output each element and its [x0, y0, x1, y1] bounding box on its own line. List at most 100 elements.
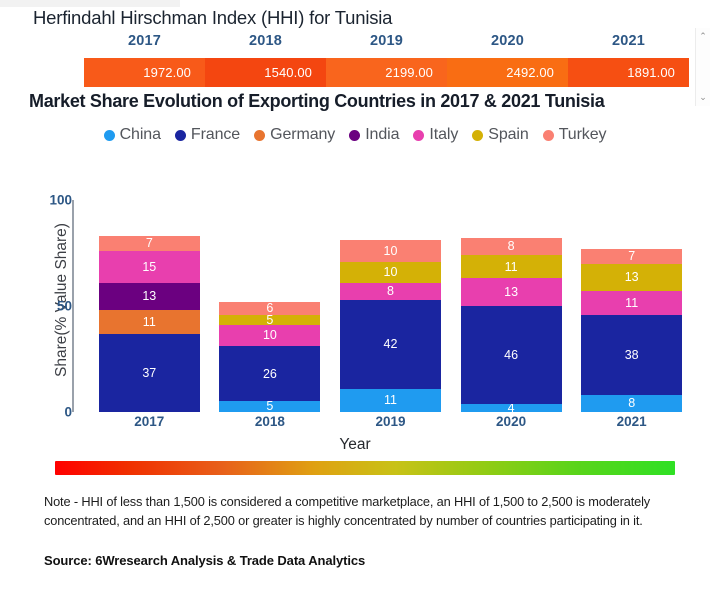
hhi-value-cell: 1540.00	[205, 58, 326, 87]
bar-column: 37 11 13 15 7	[89, 150, 210, 412]
bar-segment[interactable]: 37	[98, 333, 200, 412]
hhi-value-cell: 1891.00	[568, 58, 689, 87]
plot-area: Share(% Value Share) 0 50 100 37 11 13 15 7 5 26…	[0, 150, 710, 453]
bar-segment[interactable]: 5	[219, 401, 321, 412]
bar-column: 11 42 8 10 10	[330, 150, 451, 412]
bar-segment[interactable]: 7	[98, 236, 200, 251]
bar-segment[interactable]: 8	[460, 238, 562, 256]
legend-item-spain[interactable]: Spain	[472, 126, 529, 144]
y-axis-line	[72, 200, 74, 412]
bar-group: 37 11 13 15 7 5 26 10 5 6 11 42 8 10 10 4 46 13 11 8 8 38 11 13…	[89, 150, 692, 412]
bar-segment[interactable]: 11	[98, 310, 200, 334]
scroll-down-icon[interactable]: ⌄	[699, 92, 707, 102]
chart-legend: China France Germany India Italy Spain Turkey	[0, 126, 710, 144]
bar-segment-value: 26	[262, 366, 277, 381]
bar-segment[interactable]: 13	[581, 263, 683, 292]
bar-segment-value: 11	[625, 295, 639, 310]
hhi-year-label: 2017	[127, 33, 162, 49]
bar-segment[interactable]: 8	[581, 395, 683, 412]
bar-segment[interactable]: 11	[460, 255, 562, 279]
bar-segment[interactable]: 38	[581, 314, 683, 396]
bar-segment-value: 8	[387, 283, 394, 298]
hhi-title: Herfindahl Hirschman Index (HHI) for Tun…	[33, 7, 393, 28]
hhi-value-cell: 2492.00	[447, 58, 568, 87]
hhi-value-cell: 1972.00	[84, 58, 205, 87]
legend-item-germany[interactable]: Germany	[254, 126, 335, 144]
bar-segment-value: 42	[383, 336, 398, 351]
bar-segment-value: 10	[383, 264, 398, 279]
legend-label: Turkey	[558, 126, 607, 143]
legend-label: Italy	[429, 126, 459, 143]
bar-segment[interactable]: 8	[339, 282, 441, 300]
bar-segment-value: 7	[628, 248, 636, 263]
legend-item-france[interactable]: France	[174, 126, 241, 144]
bar-segment-value: 13	[142, 289, 157, 304]
hhi-value-strip: 1972.00 1540.00 2199.00 2492.00 1891.00	[84, 58, 689, 87]
y-tick-label: 0	[64, 404, 72, 420]
legend-item-china[interactable]: China	[103, 126, 161, 144]
legend-swatch-icon	[349, 129, 361, 141]
bar-segment[interactable]: 46	[460, 306, 562, 404]
page-scrollbar[interactable]: ⌃ ⌄	[695, 28, 710, 106]
bar-segment-value: 7	[145, 236, 153, 251]
x-tick-group: 2017 2018 2019 2020 2021	[89, 414, 692, 429]
bar-segment[interactable]: 10	[219, 325, 321, 347]
hhi-year-label: 2021	[611, 33, 646, 49]
bar-segment-value: 4	[507, 403, 515, 412]
bar-segment[interactable]: 15	[98, 250, 200, 283]
scroll-up-icon[interactable]: ⌃	[699, 31, 707, 41]
bar-segment-value: 8	[628, 396, 636, 411]
legend-item-india[interactable]: India	[349, 126, 400, 144]
x-tick-label: 2020	[496, 414, 527, 429]
bar-column: 8 38 11 13 7	[571, 150, 692, 412]
hhi-year-label: 2018	[248, 33, 283, 49]
bar-segment[interactable]: 4	[460, 403, 562, 412]
bar-segment[interactable]: 42	[339, 299, 441, 389]
bar-segment[interactable]: 10	[339, 240, 441, 262]
legend-swatch-icon	[542, 129, 554, 141]
stacked-bar[interactable]: 4 46 13 11 8	[460, 238, 562, 412]
legend-label: Spain	[488, 126, 529, 143]
axis-area: Share(% Value Share) 0 50 100 37 11 13 15 7 5 26…	[49, 150, 692, 420]
bar-segment-value: 6	[266, 301, 274, 315]
bar-segment-value: 15	[142, 259, 157, 274]
stacked-bar[interactable]: 5 26 10 5 6	[219, 301, 321, 412]
footnote-text: Note - HHI of less than 1,500 is conside…	[44, 494, 651, 529]
x-tick-label: 2017	[134, 414, 165, 429]
source-text: Source: 6Wresearch Analysis & Trade Data…	[44, 553, 366, 568]
bar-segment-value: 5	[266, 314, 274, 326]
bar-segment-value: 13	[504, 284, 519, 299]
bar-segment[interactable]: 11	[581, 291, 683, 315]
stacked-bar[interactable]: 37 11 13 15 7	[98, 236, 200, 412]
y-tick-label: 100	[49, 192, 72, 208]
hhi-year-label: 2019	[369, 33, 404, 49]
bar-segment[interactable]: 13	[460, 278, 562, 307]
x-tick-label: 2021	[616, 414, 647, 429]
bar-segment-value: 10	[262, 328, 277, 343]
legend-label: Germany	[270, 126, 336, 143]
legend-label: France	[190, 126, 241, 143]
legend-label: China	[119, 126, 161, 143]
bar-segment-value: 5	[266, 401, 274, 412]
legend-swatch-icon	[254, 129, 266, 141]
bar-segment-value: 8	[507, 239, 515, 254]
bar-column: 5 26 10 5 6	[210, 150, 331, 412]
bar-segment[interactable]: 26	[219, 346, 321, 402]
bar-segment-value: 13	[624, 270, 639, 285]
legend-label: India	[365, 126, 400, 143]
bar-segment[interactable]: 10	[339, 261, 441, 283]
legend-item-turkey[interactable]: Turkey	[542, 126, 607, 144]
bar-segment-value: 10	[383, 243, 398, 258]
bar-segment[interactable]: 13	[98, 282, 200, 311]
stacked-bar[interactable]: 11 42 8 10 10	[339, 240, 441, 412]
bar-segment[interactable]: 11	[339, 388, 441, 412]
bar-segment[interactable]: 7	[581, 248, 683, 264]
legend-item-italy[interactable]: Italy	[413, 126, 458, 144]
y-tick-label: 50	[56, 298, 72, 314]
bar-segment[interactable]: 6	[219, 301, 321, 315]
bar-segment[interactable]: 5	[219, 314, 321, 326]
legend-swatch-icon	[103, 129, 115, 141]
stacked-bar[interactable]: 8 38 11 13 7	[581, 248, 683, 412]
bar-segment-value: 11	[383, 393, 397, 408]
